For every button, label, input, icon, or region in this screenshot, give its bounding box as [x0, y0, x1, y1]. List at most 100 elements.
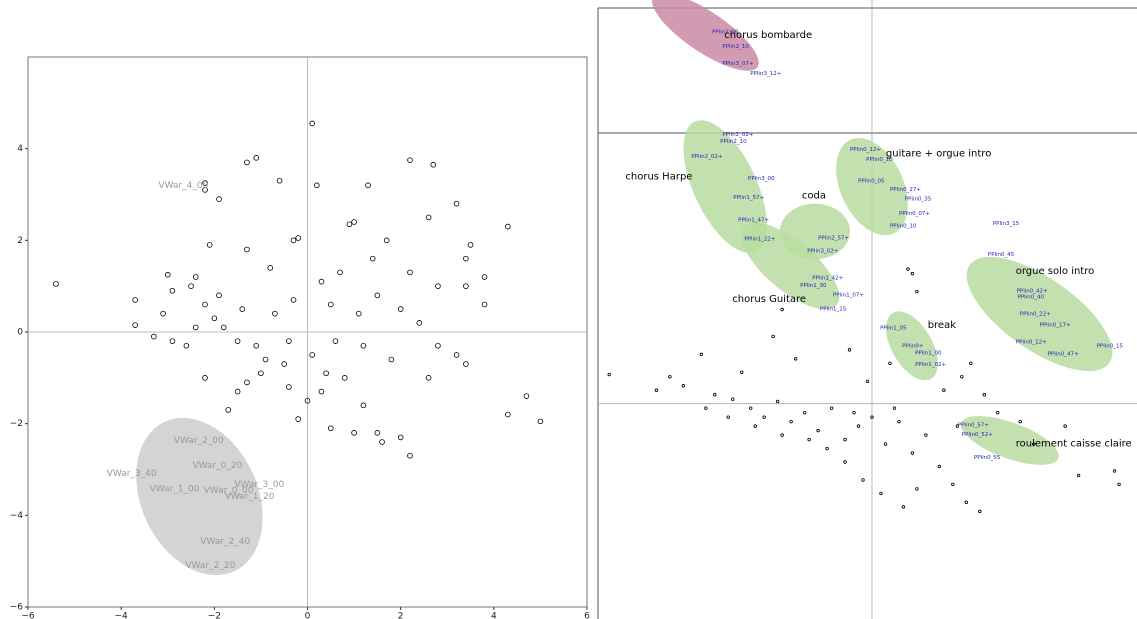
point [290, 237, 297, 244]
point [332, 338, 339, 344]
point [1031, 442, 1036, 446]
point [870, 415, 874, 419]
cluster-ellipse [136, 417, 263, 576]
point [202, 180, 208, 186]
y-tick-label: 0 [17, 328, 23, 338]
point [915, 289, 919, 294]
point [346, 221, 353, 228]
point-label: PPlin1_00 [915, 351, 942, 357]
point [211, 315, 218, 322]
point [969, 361, 973, 366]
point [360, 342, 367, 349]
annotation: VWar_3_00 [234, 480, 284, 490]
point [309, 120, 315, 127]
annotation: VWar_1_00 [150, 485, 200, 495]
annotation: VWar_4_00 [158, 181, 208, 191]
point [318, 388, 325, 395]
point-label: PPlin2_30 [712, 29, 739, 35]
point-label: PPlin3_15 [993, 221, 1020, 227]
point [762, 415, 766, 419]
point [244, 379, 250, 386]
point [856, 424, 861, 428]
y-tick-label: 2 [17, 236, 23, 246]
cluster-ellipse [652, 0, 759, 71]
point [740, 370, 744, 374]
point [1117, 482, 1121, 487]
point [374, 430, 381, 436]
x-tick-label: 0 [305, 612, 311, 619]
point [262, 356, 269, 363]
point [244, 246, 250, 253]
point [435, 342, 441, 349]
point-label: PPlin1_47+ [738, 218, 769, 224]
point [290, 297, 297, 303]
point [1076, 473, 1081, 478]
point-label: PPlin0+ [902, 343, 924, 349]
point [942, 388, 946, 392]
cluster-ellipse [836, 137, 908, 236]
point [996, 410, 1000, 415]
point [430, 161, 437, 168]
plot: −6 −4 −2 0 2 4 6 −6 −4 −2 0 2 4 VWar_4_00 VWar_2_00 VWa… [10, 56, 590, 619]
point [253, 342, 260, 349]
point [383, 237, 390, 244]
point [453, 200, 460, 207]
point [852, 410, 856, 415]
point [780, 307, 784, 312]
point [906, 267, 910, 271]
point [937, 464, 942, 469]
point [910, 271, 915, 276]
point-label: PPlin3_02+ [807, 249, 838, 255]
point-label: PPlin1_42+ [812, 276, 843, 282]
cluster-ellipse [966, 256, 1113, 372]
point [397, 306, 404, 312]
x-tick-label: −4 [115, 612, 129, 619]
point [337, 269, 343, 276]
point-label: PPlin1_22+ [744, 237, 775, 243]
point [537, 418, 544, 425]
point [341, 375, 348, 381]
point [309, 352, 315, 358]
point [169, 338, 176, 344]
point [327, 301, 334, 308]
y-tick-label: −2 [10, 419, 23, 429]
point [816, 428, 820, 433]
point-label: PPlin2_10 [722, 44, 749, 50]
cluster-ellipse [779, 203, 850, 260]
point [132, 322, 138, 328]
point [861, 478, 865, 482]
point [202, 375, 208, 381]
point-label: PPlin0_10 [890, 224, 917, 230]
point [897, 419, 901, 424]
point [924, 433, 928, 437]
point [713, 393, 717, 397]
point-label: PPlin1_30 [800, 283, 827, 289]
point [314, 182, 320, 189]
point [286, 384, 292, 390]
point [202, 187, 208, 193]
point-label: PPlin1_57+ [733, 195, 764, 201]
point [463, 283, 469, 289]
point [435, 283, 441, 289]
x-tick-label: 6 [584, 612, 590, 619]
point [272, 310, 278, 317]
point [425, 214, 432, 221]
y-tick-label: −6 [10, 603, 24, 613]
point-label: PPlin0_27+ [890, 187, 921, 193]
point [481, 301, 488, 308]
point [978, 509, 982, 514]
y-tick-label: 4 [17, 144, 23, 154]
point [169, 287, 176, 294]
point-label: PPlin3_12+ [750, 71, 781, 77]
point [183, 342, 190, 349]
point [915, 487, 919, 491]
point-label: PPlin0_42+ [1017, 289, 1048, 295]
x-tick-label: 2 [398, 612, 404, 619]
point [369, 255, 376, 262]
point [188, 283, 194, 289]
point-label: PPlin0_12+ [1016, 339, 1047, 345]
point [789, 419, 793, 424]
point [654, 388, 659, 392]
x-tick-label: 4 [491, 612, 497, 619]
